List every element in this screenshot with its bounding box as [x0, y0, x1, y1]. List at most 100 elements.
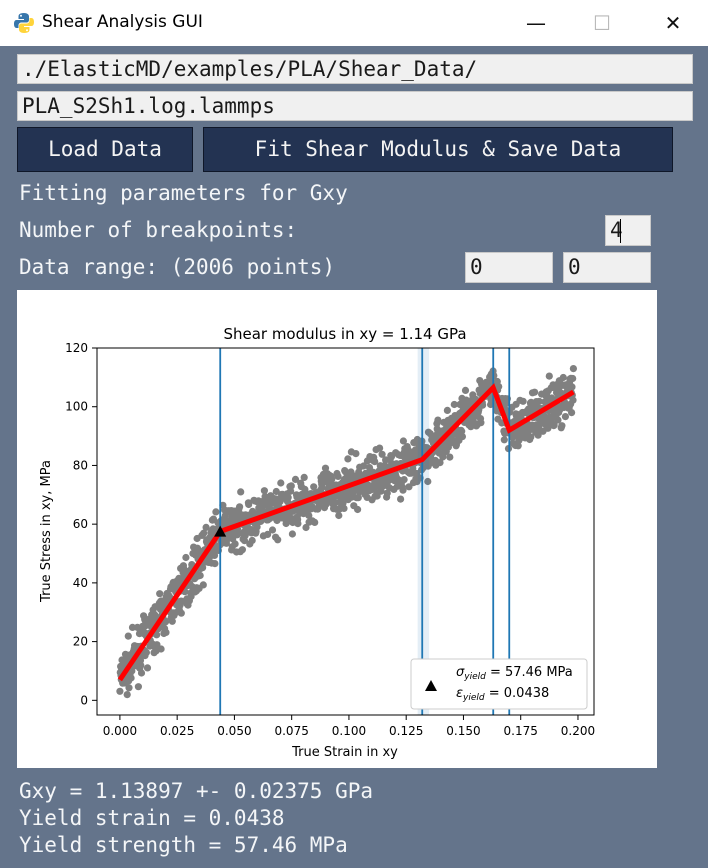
scatter-point	[253, 523, 261, 531]
scatter-point	[344, 455, 352, 463]
scatter-point	[236, 503, 244, 511]
scatter-point	[545, 372, 553, 380]
scatter-point	[340, 504, 348, 512]
file-name-input[interactable]: PLA_S2Sh1.log.lammps	[17, 91, 693, 121]
scatter-point	[568, 409, 576, 417]
maximize-button[interactable]: ☐	[593, 11, 611, 35]
scatter-point	[569, 396, 577, 404]
fit-line	[117, 383, 575, 682]
scatter-point	[211, 560, 219, 568]
yield-strain-result: Yield strain = 0.0438	[19, 806, 285, 830]
scatter-point	[125, 684, 133, 692]
scatter-point	[310, 483, 318, 491]
scatter-point	[124, 632, 132, 640]
title-bar: Shear Analysis GUI — ☐ ✕	[0, 0, 708, 46]
scatter-point	[328, 475, 336, 483]
scatter-point	[284, 493, 292, 501]
y-tick-label: 120	[65, 341, 88, 355]
scatter-point	[569, 365, 578, 373]
fit-shear-modulus-button[interactable]: Fit Shear Modulus & Save Data	[203, 127, 673, 172]
scatter-point	[500, 436, 508, 444]
scatter-layer	[116, 365, 578, 699]
yield-strength-result: Yield strength = 57.46 MPa	[19, 833, 348, 857]
scatter-point	[162, 618, 170, 626]
scatter-point	[514, 442, 522, 450]
scatter-point	[397, 495, 405, 503]
scatter-point	[559, 373, 567, 382]
y-tick-label: 40	[73, 576, 88, 590]
fitting-parameters-heading: Fitting parameters for Gxy	[19, 181, 348, 205]
scatter-point	[177, 609, 185, 617]
scatter-point	[376, 444, 384, 452]
scatter-point	[399, 486, 407, 494]
scatter-point	[446, 453, 454, 461]
scatter-point	[371, 458, 379, 466]
uncertainty-band	[417, 348, 430, 715]
y-tick-label: 80	[73, 458, 88, 472]
scatter-point	[291, 475, 300, 483]
scatter-point	[199, 581, 207, 589]
scatter-point	[212, 508, 220, 516]
scatter-point	[458, 433, 466, 441]
y-tick-label: 60	[73, 517, 88, 531]
y-tick-label: 100	[65, 400, 88, 414]
legend: σyield = 57.46 MPa εyield = 0.0438	[410, 658, 588, 710]
x-axis-label: True Strain in xy	[291, 745, 398, 760]
y-tick-label: 0	[80, 693, 88, 707]
x-tick-label: 0.025	[160, 724, 194, 738]
scatter-point	[443, 406, 451, 414]
scatter-point	[153, 631, 161, 639]
data-range-label: Data range: (2006 points)	[19, 255, 336, 279]
yield-point-marker	[214, 525, 227, 537]
scatter-point	[288, 530, 296, 538]
close-button[interactable]: ✕	[664, 11, 682, 35]
fit-layer	[117, 383, 575, 682]
scatter-point	[554, 416, 562, 424]
scatter-point	[302, 523, 310, 532]
range-end-input[interactable]: 0	[563, 252, 651, 283]
scatter-point	[123, 691, 131, 699]
scatter-point	[477, 419, 485, 427]
scatter-point	[202, 523, 210, 531]
breakpoints-input[interactable]: 4	[605, 215, 651, 246]
shear-chart: 0.000 0.025 0.050 0.075 0.100 0.125 0.150 0.175…	[39, 325, 595, 760]
scatter-point	[399, 437, 407, 445]
x-tick-label: 0.175	[504, 724, 538, 738]
scatter-point	[143, 664, 152, 672]
range-start-input[interactable]: 0	[465, 252, 553, 283]
scatter-point	[378, 450, 386, 458]
scatter-point	[168, 617, 176, 625]
legend-epsilon-yield: εyield = 0.0438	[456, 686, 549, 703]
scatter-point	[137, 669, 146, 677]
scatter-point	[531, 388, 539, 396]
gxy-result: Gxy = 1.13897 +- 0.02375 GPa	[19, 779, 374, 803]
scatter-point	[550, 421, 558, 429]
scatter-point	[434, 416, 442, 424]
x-tick-label: 0.075	[274, 724, 308, 738]
scatter-point	[495, 383, 503, 391]
x-tick-label: 0.050	[217, 724, 251, 738]
plot-frame	[96, 347, 595, 716]
scatter-point	[458, 427, 466, 435]
scatter-point	[568, 383, 576, 391]
x-tick-label: 0.150	[446, 724, 480, 738]
scatter-point	[519, 397, 527, 405]
scatter-point	[321, 464, 330, 472]
scatter-point	[200, 529, 208, 537]
axis-layer: 0.000 0.025 0.050 0.075 0.100 0.125 0.150 0.175…	[65, 341, 595, 738]
minimize-button[interactable]: —	[526, 11, 546, 35]
chart-panel: 0.000 0.025 0.050 0.075 0.100 0.125 0.150 0.175…	[17, 290, 657, 768]
scatter-point	[156, 590, 164, 598]
scatter-point	[272, 487, 280, 496]
folder-path-input[interactable]: ./ElasticMD/examples/PLA/Shear_Data/	[17, 54, 693, 84]
scatter-point	[544, 424, 552, 432]
scatter-point	[334, 472, 342, 480]
load-data-button[interactable]: Load Data	[17, 127, 193, 172]
scatter-point	[268, 526, 277, 534]
scatter-point	[137, 661, 145, 669]
scatter-point	[436, 459, 444, 467]
scatter-point	[287, 482, 295, 490]
scatter-point	[300, 473, 308, 481]
x-tick-label: 0.000	[103, 724, 137, 738]
marker-layer	[214, 525, 227, 537]
